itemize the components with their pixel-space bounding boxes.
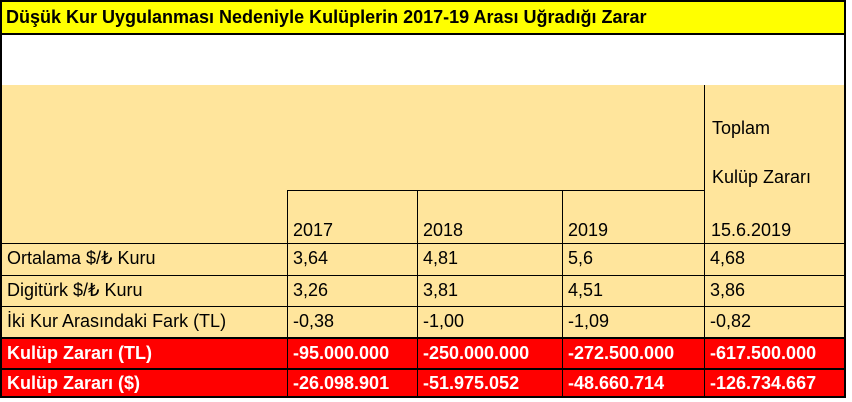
header-year-line [287,190,705,191]
cell-2017: 3,26 [287,276,417,306]
table-row: Ortalama $/₺ Kuru 3,64 4,81 5,6 4,68 [0,243,846,275]
cell-2017: -0,38 [287,307,417,337]
table-row-loss-tl: Kulüp Zararı (TL) -95.000.000 -250.000.0… [0,337,846,368]
cell-2017: 3,64 [287,244,417,275]
header-divider-3 [562,190,563,243]
year-2017: 2017 [293,220,334,240]
row-label: Kulüp Zararı (TL) [7,343,152,363]
cell-2018: 4,81 [417,244,562,275]
row-label: Ortalama $/₺ Kuru [7,248,156,268]
cell-2019: -272.500.000 [562,339,704,368]
header-area [0,85,846,243]
row-label: Kulüp Zararı ($) [7,373,141,393]
header-divider-total [704,85,705,243]
cell-2019: 5,6 [562,244,704,275]
cell-2017: -95.000.000 [287,339,417,368]
cell-2018: -51.975.052 [417,370,562,396]
header-divider-2 [417,190,418,243]
cell-2018: -1,00 [417,307,562,337]
total-header-line2: Kulüp Zararı [712,167,812,187]
year-2019: 2019 [568,220,609,240]
cell-total: -617.500.000 [704,339,846,368]
table-row-loss-usd: Kulüp Zararı ($) -26.098.901 -51.975.052… [0,368,846,398]
cell-2018: -250.000.000 [417,339,562,368]
cell-total: -126.734.667 [704,370,846,396]
cell-2019: -48.660.714 [562,370,704,396]
total-header-line1: Toplam [712,118,771,138]
cell-2019: 4,51 [562,276,704,306]
blank-row [0,35,846,85]
date-total: 15.6.2019 [711,220,792,240]
cell-total: 3,86 [704,276,846,306]
row-label: İki Kur Arasındaki Fark (TL) [7,311,227,331]
cell-2017: -26.098.901 [287,370,417,396]
header-divider-1 [287,190,288,243]
total-header: Toplam Kulüp Zararı [704,85,846,243]
table-row: İki Kur Arasındaki Fark (TL) -0,38 -1,00… [0,306,846,337]
cell-total: -0,82 [704,307,846,337]
row-label: Digitürk $/₺ Kuru [7,280,143,300]
year-2018: 2018 [423,220,464,240]
cell-total: 4,68 [704,244,846,275]
table-row: Digitürk $/₺ Kuru 3,26 3,81 4,51 3,86 [0,275,846,306]
cell-2019: -1,09 [562,307,704,337]
cell-2018: 3,81 [417,276,562,306]
table-title: Düşük Kur Uygulanması Nedeniyle Kulüpler… [0,0,846,35]
